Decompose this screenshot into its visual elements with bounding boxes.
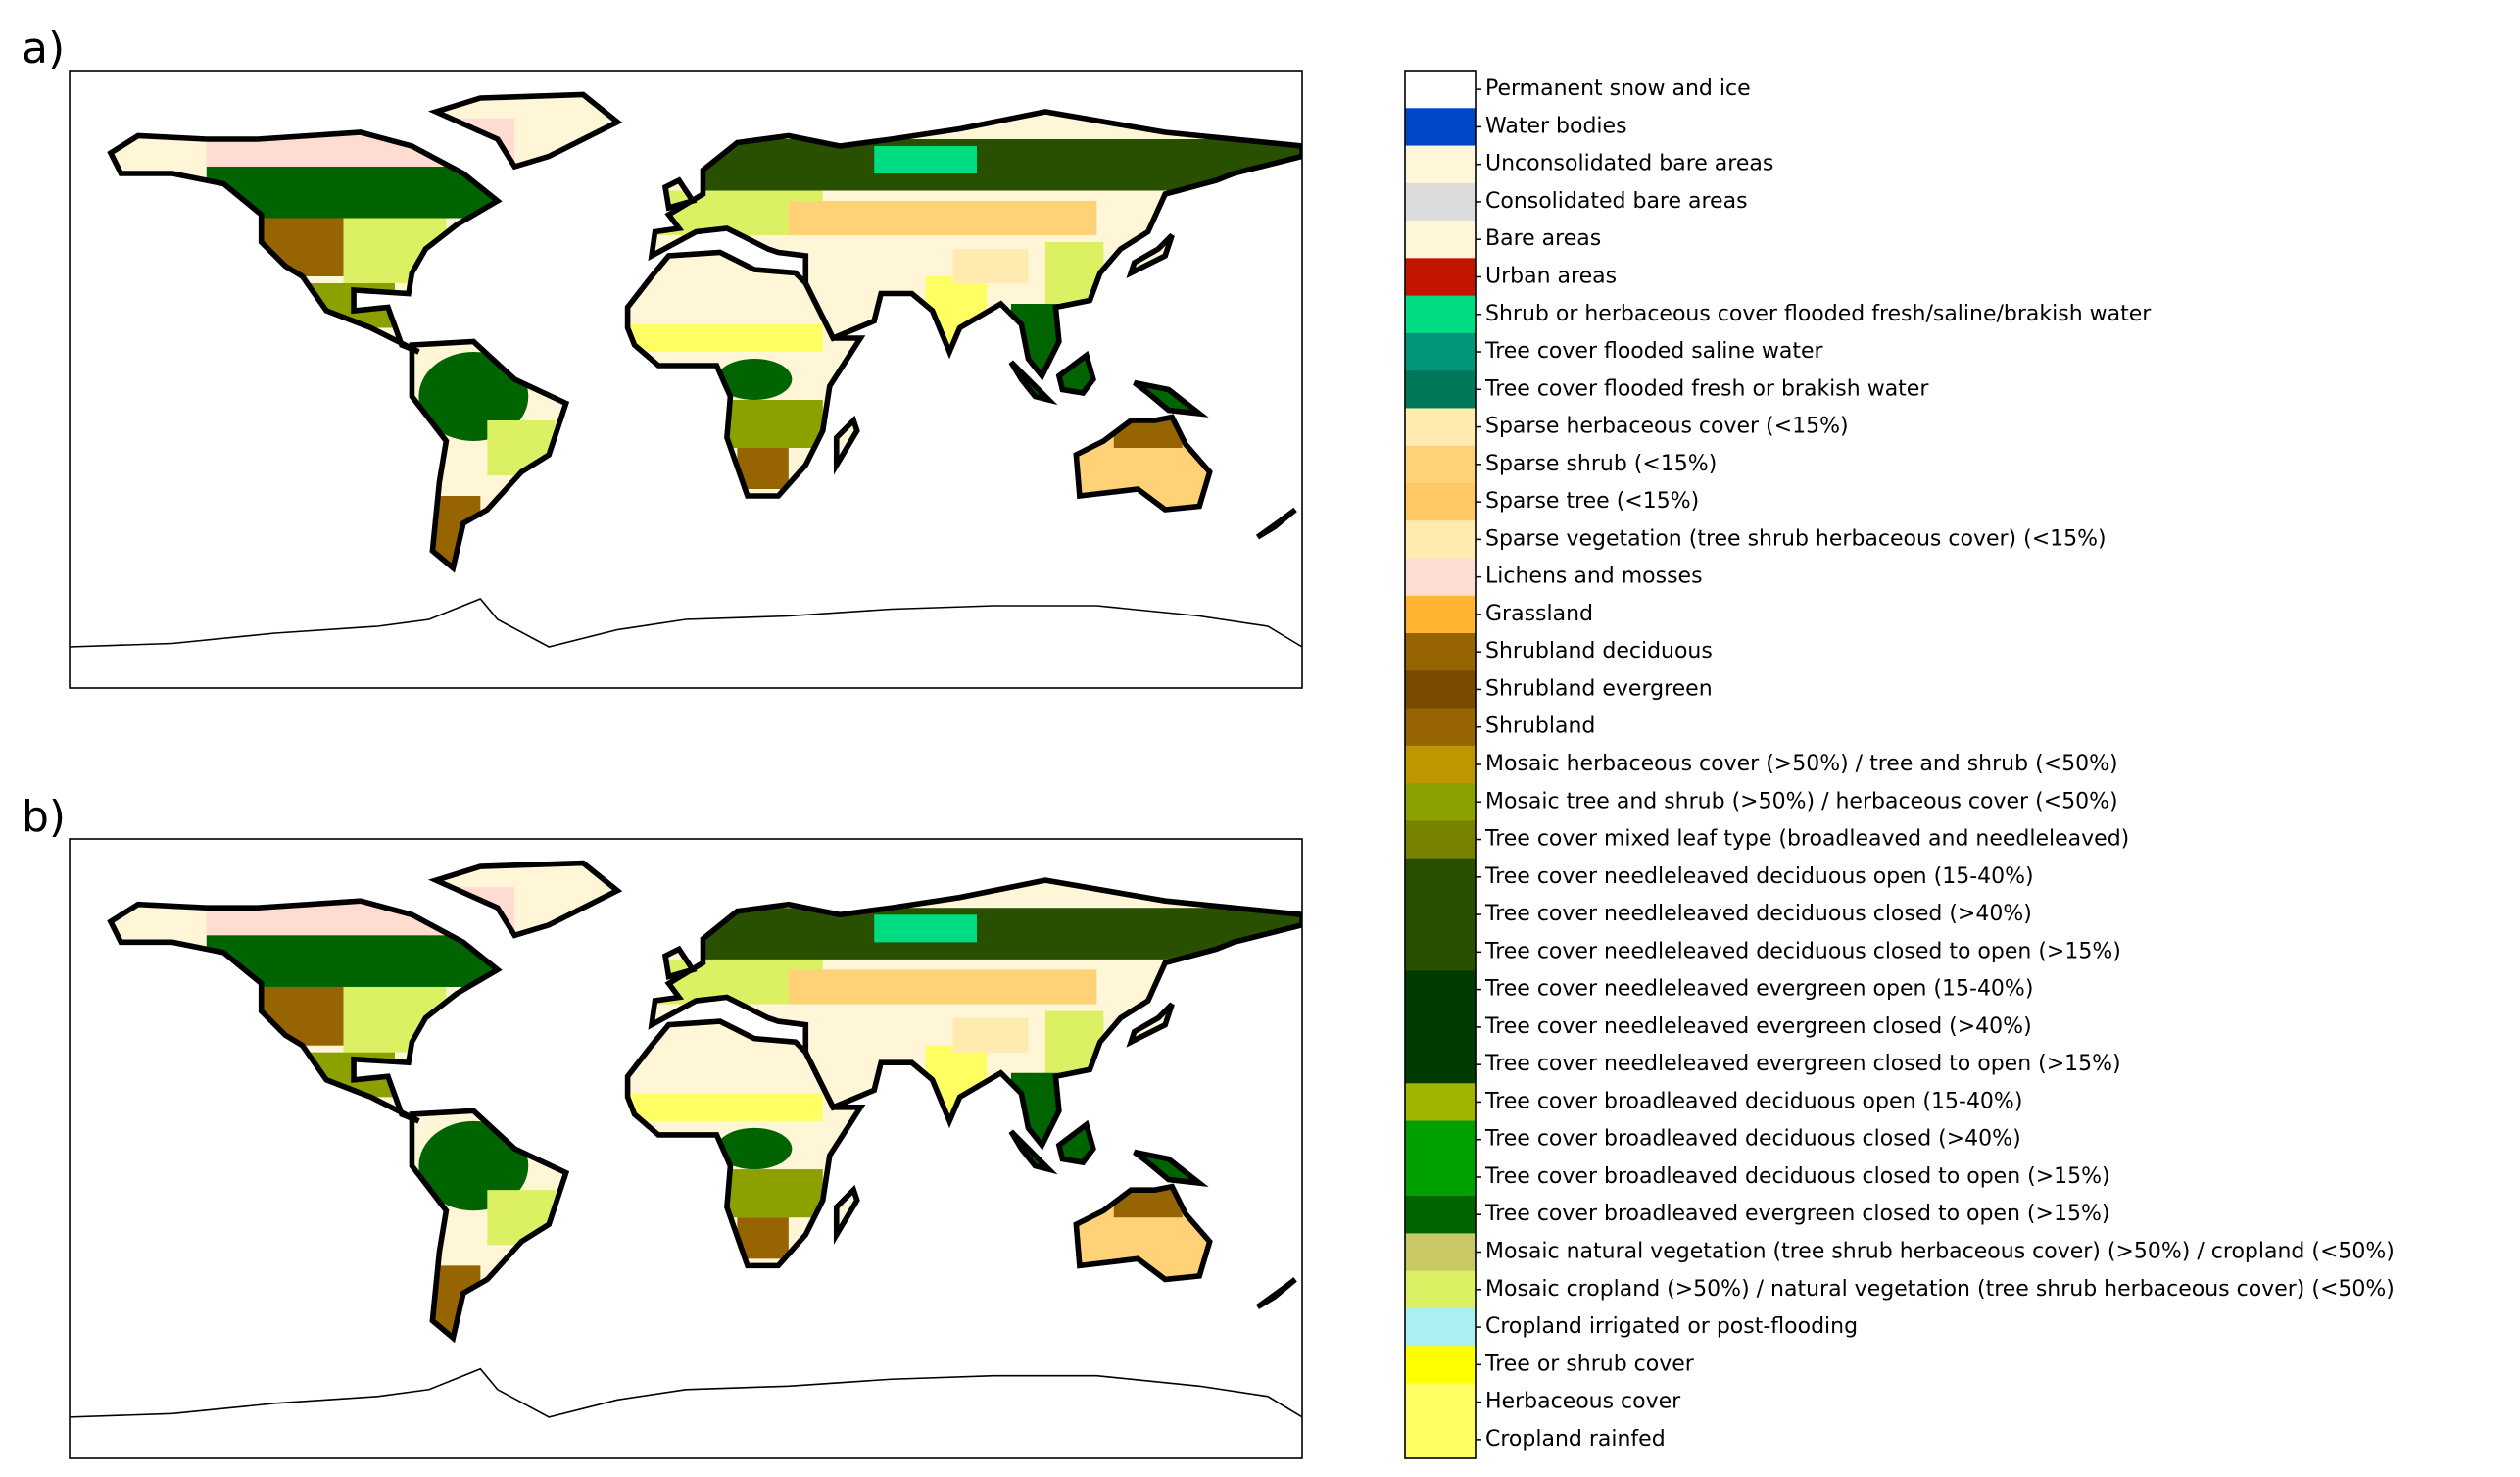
legend-swatch [1405,258,1476,297]
legend-label: Sparse shrub (<15%) [1485,452,1717,476]
legend-swatch [1405,295,1476,334]
legend-label: Shrub or herbaceous cover flooded fresh/… [1485,302,2152,326]
legend-label: Shrubland deciduous [1485,639,1713,664]
legend-label: Urban areas [1485,264,1617,288]
panel-label: a) [22,24,65,74]
legend-swatch [1405,1083,1476,1122]
legend-swatch [1405,895,1476,934]
legend-label: Tree cover needleleaved deciduous closed… [1484,902,2032,926]
legend-swatch [1405,332,1476,371]
legend-swatch [1405,1233,1476,1272]
legend-label: Tree or shrub cover [1484,1352,1695,1376]
legend-label: Tree cover flooded fresh or brakish wate… [1484,376,1929,401]
legend-label: Shrubland [1485,714,1595,739]
legend-label: Sparse herbaceous cover (<15%) [1485,415,1849,439]
legend-label: Consolidated bare areas [1485,189,1748,214]
legend-swatch [1405,670,1476,710]
legend-swatch [1405,933,1476,971]
legend: Permanent snow and ice Water bodies Uncons… [1404,70,2395,1459]
legend-swatch [1405,1346,1476,1384]
legend-swatch [1405,1157,1476,1197]
legend-label: Tree cover broadleaved deciduous closed … [1484,1164,2110,1189]
legend-label: Sparse vegetation (tree shrub herbaceous… [1485,526,2107,551]
legend-swatch [1405,108,1476,147]
legend-swatch [1405,445,1476,484]
legend-label: Tree cover needleleaved evergreen closed… [1484,1014,2032,1039]
legend-frame [1404,70,1477,1459]
legend-swatch [1405,745,1476,784]
legend-swatch [1405,633,1476,671]
legend-swatch [1405,1383,1476,1422]
legend-label: Water bodies [1485,114,1627,138]
legend-label: Mosaic cropland (>50%) / natural vegetat… [1485,1277,2395,1302]
legend-label: Tree cover needleleaved evergreen open (… [1484,977,2033,1002]
legend-label: Mosaic herbaceous cover (>50%) / tree an… [1485,752,2118,776]
legend-swatch [1405,145,1476,184]
legend-swatch [1405,1046,1476,1084]
legend-label: Herbaceous cover [1485,1390,1681,1414]
legend-label: Grassland [1485,602,1593,626]
legend-label: Tree cover broadleaved evergreen closed … [1484,1202,2109,1226]
panel-label: b) [22,792,66,842]
legend-swatch [1405,970,1476,1009]
legend-label: Tree cover broadleaved deciduous closed … [1484,1127,2021,1152]
legend-label: Tree cover flooded saline water [1484,339,1823,364]
legend-label: Tree cover needleleaved deciduous closed… [1484,939,2121,963]
legend-swatch [1405,1270,1476,1309]
legend-swatch [1405,1196,1476,1234]
legend-swatch [1405,1307,1476,1347]
legend-swatch [1405,520,1476,560]
legend-swatch [1405,408,1476,447]
legend-label: Shrubland evergreen [1485,676,1713,701]
legend-label: Lichens and mosses [1485,565,1703,589]
legend-label: Unconsolidated bare areas [1485,152,1773,176]
legend-swatch [1405,370,1476,409]
legend-label: Tree cover needleleaved evergreen closed… [1484,1052,2121,1076]
legend-swatch [1405,1008,1476,1047]
legend-swatch [1405,182,1476,222]
legend-swatch [1405,482,1476,521]
legend-label: Bare areas [1485,226,1601,251]
legend-swatch [1405,595,1476,634]
legend-swatch [1405,221,1476,259]
legend-swatch [1405,820,1476,860]
legend-swatch [1405,783,1476,821]
legend-label: Cropland rainfed [1485,1427,1666,1452]
legend-label: Mosaic tree and shrub (>50%) / herbaceou… [1485,789,2118,813]
legend-swatch [1405,558,1476,597]
legend-swatch [1405,1120,1476,1159]
legend-label: Permanent snow and ice [1485,76,1751,101]
legend-swatch [1405,71,1476,109]
legend-label: Sparse tree (<15%) [1485,489,1699,514]
legend-label: Tree cover needleleaved deciduous open (… [1484,864,2034,889]
legend-label: Cropland irrigated or post-flooding [1485,1314,1858,1339]
legend-label: Tree cover mixed leaf type (broadleaved … [1484,827,2129,852]
legend-swatch [1405,1420,1476,1459]
legend-swatch [1405,858,1476,897]
legend-label: Tree cover broadleaved deciduous open (1… [1484,1089,2022,1113]
legend-swatch [1405,708,1476,747]
legend-label: Mosaic natural vegetation (tree shrub he… [1485,1240,2395,1264]
